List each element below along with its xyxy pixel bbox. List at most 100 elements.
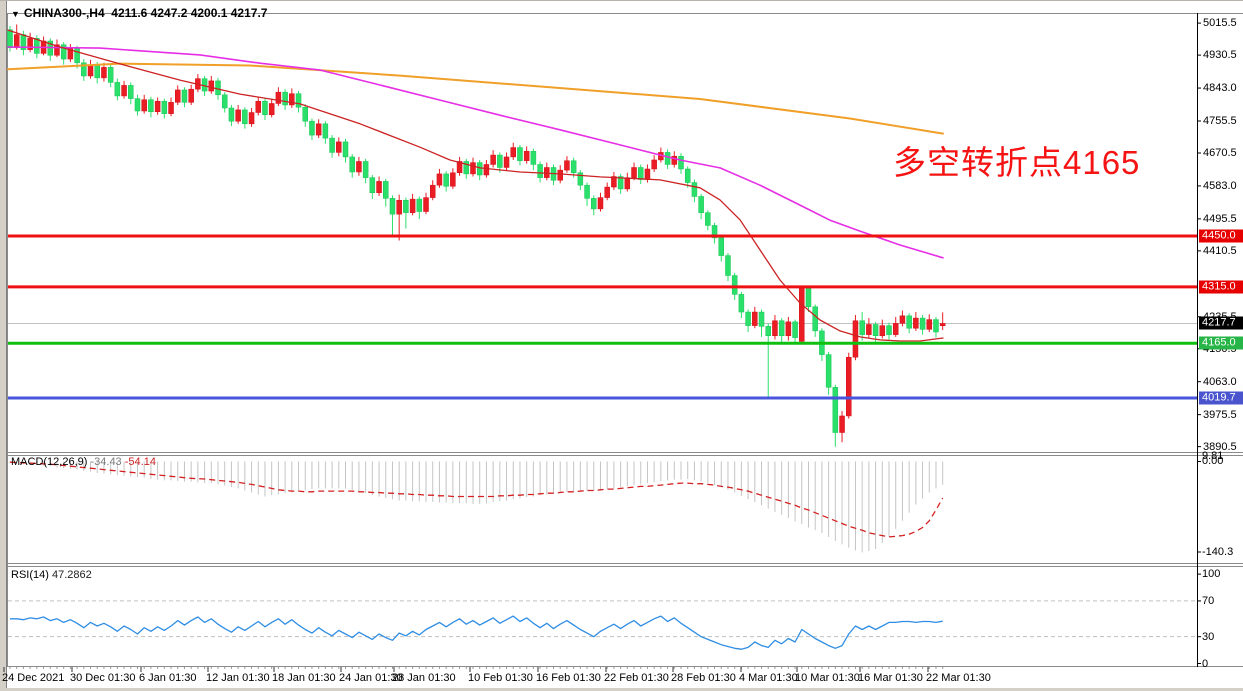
bull-candle xyxy=(892,323,899,335)
bear-candle xyxy=(416,198,423,212)
bull-candle xyxy=(926,319,933,330)
bull-candle xyxy=(87,64,94,77)
rsi-axis-label: 100 xyxy=(1202,568,1221,581)
bear-candle xyxy=(60,44,67,60)
bull-candle xyxy=(315,123,322,136)
window-bottom-edge xyxy=(0,688,1243,691)
moving-average-ma_mid xyxy=(7,46,944,259)
bear-candle xyxy=(584,184,590,199)
rsi-indicator-label: RSI(14) 47.2862 xyxy=(11,569,92,581)
bear-candle xyxy=(691,182,698,197)
bull-candle xyxy=(752,311,758,326)
bull-candle xyxy=(503,156,510,168)
bull-candle xyxy=(879,325,886,337)
bear-candle xyxy=(322,123,329,139)
bull-candle xyxy=(839,415,845,433)
bear-candle xyxy=(530,151,537,165)
symbol-timeframe: CHINA300-,H4 xyxy=(23,6,105,20)
price-tick-label: 5015.5 xyxy=(1203,17,1237,30)
time-axis-label: 10 Mar 01:30 xyxy=(795,672,860,684)
bear-candle xyxy=(684,168,691,183)
bear-candle xyxy=(718,237,725,256)
bull-candle xyxy=(13,34,20,49)
macd-axis-max: 9.81 xyxy=(1202,450,1224,462)
rsi-line xyxy=(10,615,943,650)
bull-candle xyxy=(27,38,33,50)
bear-candle xyxy=(128,85,134,99)
bear-candle xyxy=(342,141,349,158)
bull-candle xyxy=(235,109,241,122)
bull-candle xyxy=(470,162,476,175)
time-axis-label: 22 Mar 01:30 xyxy=(926,672,991,684)
bull-candle xyxy=(785,321,792,337)
bear-candle xyxy=(792,321,798,338)
price-tick-label: 3975.5 xyxy=(1203,408,1237,421)
bear-candle xyxy=(933,319,939,333)
bear-candle xyxy=(215,80,221,96)
bull-candle xyxy=(248,112,255,125)
bear-candle xyxy=(476,162,483,176)
bear-candle xyxy=(107,67,114,83)
time-axis-label: 18 Jan 01:30 xyxy=(272,672,336,684)
price-tick-label: 4755.5 xyxy=(1203,114,1237,127)
chart-title: ▼ CHINA300-,H4 4211.6 4247.2 4200.1 4217.… xyxy=(11,6,267,20)
bull-candle xyxy=(899,315,906,324)
bear-candle xyxy=(738,294,745,313)
bull-candle xyxy=(866,324,872,335)
bear-candle xyxy=(329,137,335,153)
bear-candle xyxy=(778,320,785,337)
bear-candle xyxy=(497,154,503,168)
bull-candle xyxy=(456,161,463,174)
bull-candle xyxy=(913,317,919,329)
bear-candle xyxy=(517,147,523,161)
bull-candle xyxy=(671,155,678,165)
time-axis-label: 6 Jan 01:30 xyxy=(139,672,197,684)
price-tick-label: 4583.0 xyxy=(1203,179,1237,192)
bear-candle xyxy=(537,164,543,178)
bull-candle xyxy=(429,184,436,198)
bear-candle xyxy=(181,89,188,103)
moving-average-ma_fast xyxy=(7,29,944,342)
bear-candle xyxy=(114,82,121,97)
bull-candle xyxy=(409,198,416,213)
window-left-edge xyxy=(0,0,7,691)
turning-point-annotation: 多空转折点4165 xyxy=(893,144,1141,181)
bull-candle xyxy=(846,356,852,417)
bull-candle xyxy=(423,197,429,212)
bull-candle xyxy=(141,99,147,112)
bear-candle xyxy=(282,91,288,106)
bull-candle xyxy=(597,197,604,210)
bull-candle xyxy=(852,320,859,358)
price-tick-label: 4843.0 xyxy=(1203,82,1237,95)
bear-candle xyxy=(81,62,87,77)
bull-candle xyxy=(275,91,282,104)
price-tick-label: 4495.5 xyxy=(1203,212,1237,225)
bear-candle xyxy=(886,325,892,335)
bear-candle xyxy=(570,160,577,174)
bear-candle xyxy=(825,354,832,388)
bear-candle xyxy=(349,156,355,173)
bear-candle xyxy=(369,177,376,193)
bear-candle xyxy=(731,275,738,295)
bar-ohlc-readout: 4211.6 4247.2 4200.1 4217.7 xyxy=(111,6,268,20)
bear-candle xyxy=(302,106,308,122)
bear-candle xyxy=(94,64,100,79)
bear-candle xyxy=(758,311,765,327)
time-axis-label: 10 Feb 01:30 xyxy=(468,672,533,684)
bear-candle xyxy=(389,198,396,215)
macd-signal-value: -54.14 xyxy=(124,456,156,468)
bull-candle xyxy=(939,323,946,327)
bear-candle xyxy=(463,161,470,175)
bear-candle xyxy=(805,287,812,308)
bull-candle xyxy=(772,320,778,337)
rsi-name: RSI(14) xyxy=(11,569,49,581)
bull-candle xyxy=(376,181,382,193)
symbol-dropdown-icon[interactable]: ▼ xyxy=(11,9,20,19)
moving-average-ma_slow xyxy=(7,62,944,135)
bear-candle xyxy=(637,167,644,180)
bear-candle xyxy=(34,38,40,54)
time-axis-label: 12 Jan 01:30 xyxy=(206,672,270,684)
bull-candle xyxy=(121,85,127,97)
bear-candle xyxy=(443,173,449,187)
